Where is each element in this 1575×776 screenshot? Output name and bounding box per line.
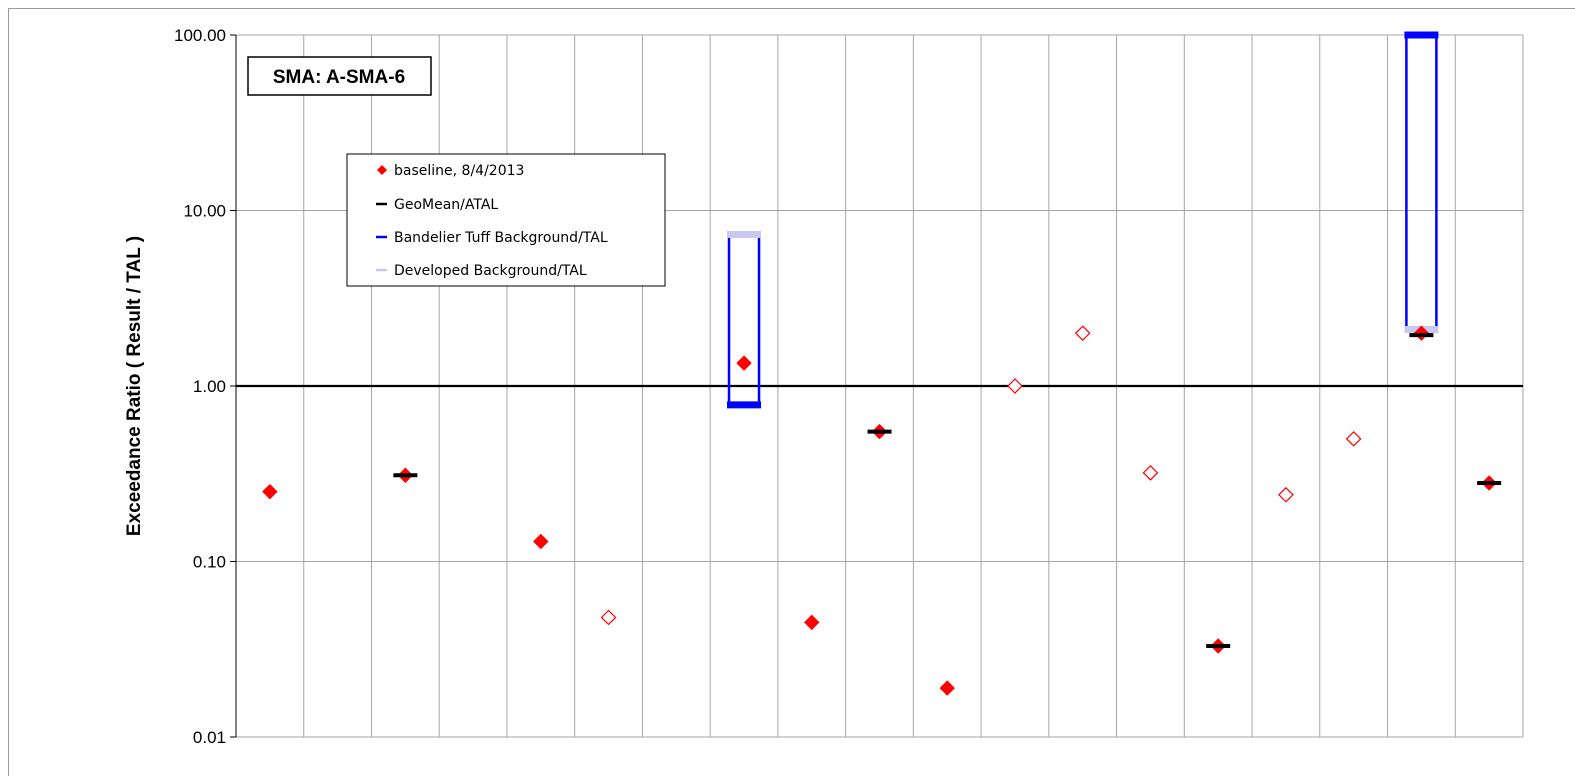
legend-item: Developed Background/TAL [376, 263, 587, 279]
legend-item: GeoMean/ATAL [376, 197, 498, 213]
legend-item: baseline, 8/4/2013 [377, 163, 524, 179]
legend-item: Bandelier Tuff Background/TAL [376, 230, 608, 246]
chart-frame [8, 8, 1575, 776]
legend-label: GeoMean/ATAL [394, 197, 498, 213]
background-range-box [727, 233, 761, 407]
baseline-point-nondetect [1074, 325, 1091, 342]
y-axis: 0.01 0.10 1.00 10.00 100.00 [174, 26, 237, 747]
legend: baseline, 8/4/2013 GeoMean/ATAL Bandelier … [346, 153, 666, 287]
y-tick-label: 100.00 [174, 26, 226, 45]
y-axis-label: Exceedance Ratio ( Result / TAL ) [124, 236, 145, 536]
baseline-point-nondetect [1345, 430, 1362, 447]
y-tick-label: 0.10 [193, 553, 226, 572]
baseline-point-nondetect [1142, 464, 1159, 481]
plot-marks [236, 31, 1523, 696]
y-tick-label: 10.00 [183, 202, 226, 221]
chart-title-box: SMA: A-SMA-6 [247, 56, 432, 96]
legend-label: Developed Background/TAL [394, 263, 587, 279]
y-tick-label: 1.00 [193, 377, 226, 396]
baseline-point [736, 355, 752, 371]
baseline-point-nondetect [1278, 486, 1294, 503]
baseline-point-nondetect [1007, 378, 1023, 394]
legend-label: Bandelier Tuff Background/TAL [394, 230, 608, 246]
chart-title: SMA: A-SMA-6 [273, 67, 405, 88]
baseline-point-nondetect [600, 609, 617, 626]
legend-label: baseline, 8/4/2013 [394, 163, 524, 179]
baseline-point [939, 680, 955, 696]
baseline-point [804, 614, 820, 631]
y-tick-label: 0.01 [193, 728, 226, 747]
baseline-point [533, 533, 549, 550]
legend-diamond-icon [377, 165, 387, 175]
background-range-box [1405, 33, 1438, 331]
baseline-point [262, 483, 278, 500]
